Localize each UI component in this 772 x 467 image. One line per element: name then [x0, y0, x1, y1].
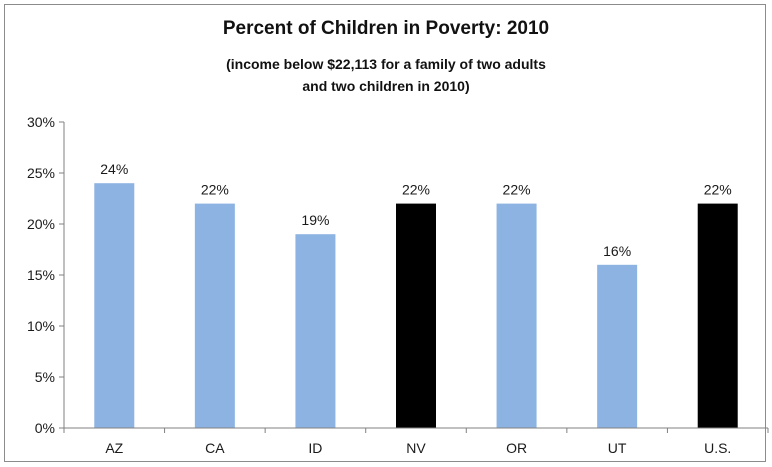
y-tick-label: 0% [35, 420, 55, 436]
data-label: 22% [201, 182, 229, 198]
data-label: 22% [704, 182, 732, 198]
data-label: 16% [603, 243, 631, 259]
chart-subtitle-line-1: (income below $22,113 for a family of tw… [226, 56, 546, 72]
y-tick-label: 30% [27, 114, 55, 130]
data-label: 19% [301, 212, 329, 228]
x-tick-label: OR [506, 440, 527, 456]
bar-az [94, 183, 135, 428]
bar-nv [396, 203, 436, 428]
data-label: 22% [402, 182, 430, 198]
bar-or [496, 203, 537, 428]
x-tick-label: UT [608, 440, 627, 456]
x-tick-label: CA [205, 440, 225, 456]
bar-ca [194, 203, 235, 428]
chart-subtitle: (income below $22,113 for a family of tw… [0, 53, 772, 97]
bar-ut [597, 264, 638, 428]
chart-title: Percent of Children in Poverty: 2010 [222, 18, 550, 39]
bar-id [295, 234, 336, 428]
y-tick-label: 15% [27, 267, 55, 283]
x-tick-label: AZ [105, 440, 123, 456]
y-tick-label: 20% [27, 216, 55, 232]
y-tick-label: 5% [35, 369, 55, 385]
chart-subtitle-line-2: and two children in 2010) [302, 78, 470, 94]
x-tick-label: NV [406, 440, 426, 456]
bar-us [697, 203, 738, 428]
x-tick-label: ID [308, 440, 322, 456]
y-tick-label: 10% [27, 318, 55, 334]
data-label: 22% [503, 182, 531, 198]
x-tick-label: U.S. [704, 440, 731, 456]
data-label: 24% [100, 161, 128, 177]
y-tick-label: 25% [27, 165, 55, 181]
